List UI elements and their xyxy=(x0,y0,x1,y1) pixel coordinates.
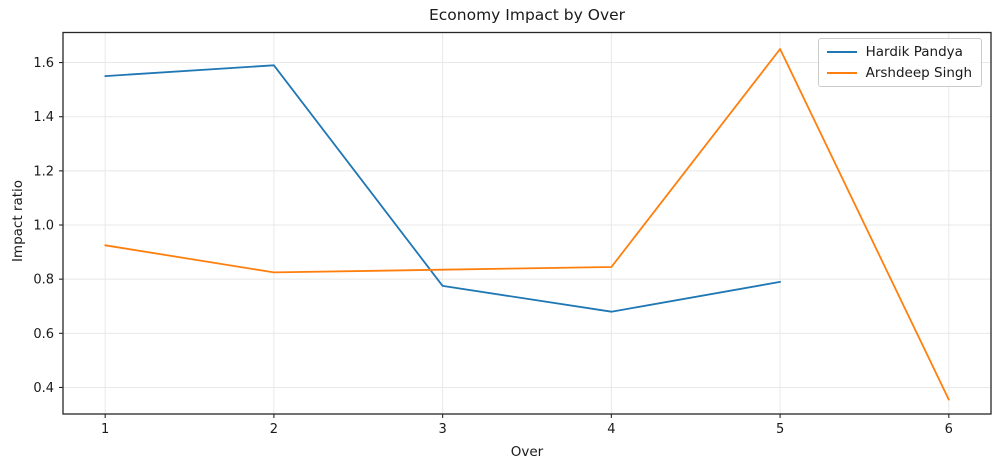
x-axis-label: Over xyxy=(510,444,544,460)
legend-label: Hardik Pandya xyxy=(865,44,963,60)
legend: Hardik Pandya Arshdeep Singh xyxy=(817,38,982,87)
x-tick-label: 2 xyxy=(270,422,278,437)
x-tick-label: 4 xyxy=(607,422,615,437)
y-tick-label: 0.6 xyxy=(33,327,54,342)
legend-entry-arshdeep-singh: Arshdeep Singh xyxy=(826,65,972,81)
y-tick-label: 1.0 xyxy=(33,219,54,234)
legend-label: Arshdeep Singh xyxy=(865,65,972,81)
chart-title: Economy Impact by Over xyxy=(428,6,626,24)
y-tick-label: 0.8 xyxy=(33,273,54,288)
y-tick-label: 1.6 xyxy=(33,56,54,71)
series-line-arshdeep-singh xyxy=(104,48,950,401)
legend-line-sample xyxy=(826,51,857,53)
legend-entry-hardik-pandya: Hardik Pandya xyxy=(826,44,972,60)
legend-line-sample xyxy=(826,72,857,74)
series-line-hardik-pandya xyxy=(104,64,781,313)
y-tick-label: 1.2 xyxy=(33,164,54,179)
x-tick-label: 1 xyxy=(101,422,109,437)
x-tick-label: 5 xyxy=(776,422,784,437)
plot-border xyxy=(62,31,992,415)
y-tick-label: 0.4 xyxy=(33,381,54,396)
x-tick-label: 6 xyxy=(945,422,953,437)
y-tick-label: 1.4 xyxy=(33,110,54,125)
x-tick-label: 3 xyxy=(438,422,446,437)
